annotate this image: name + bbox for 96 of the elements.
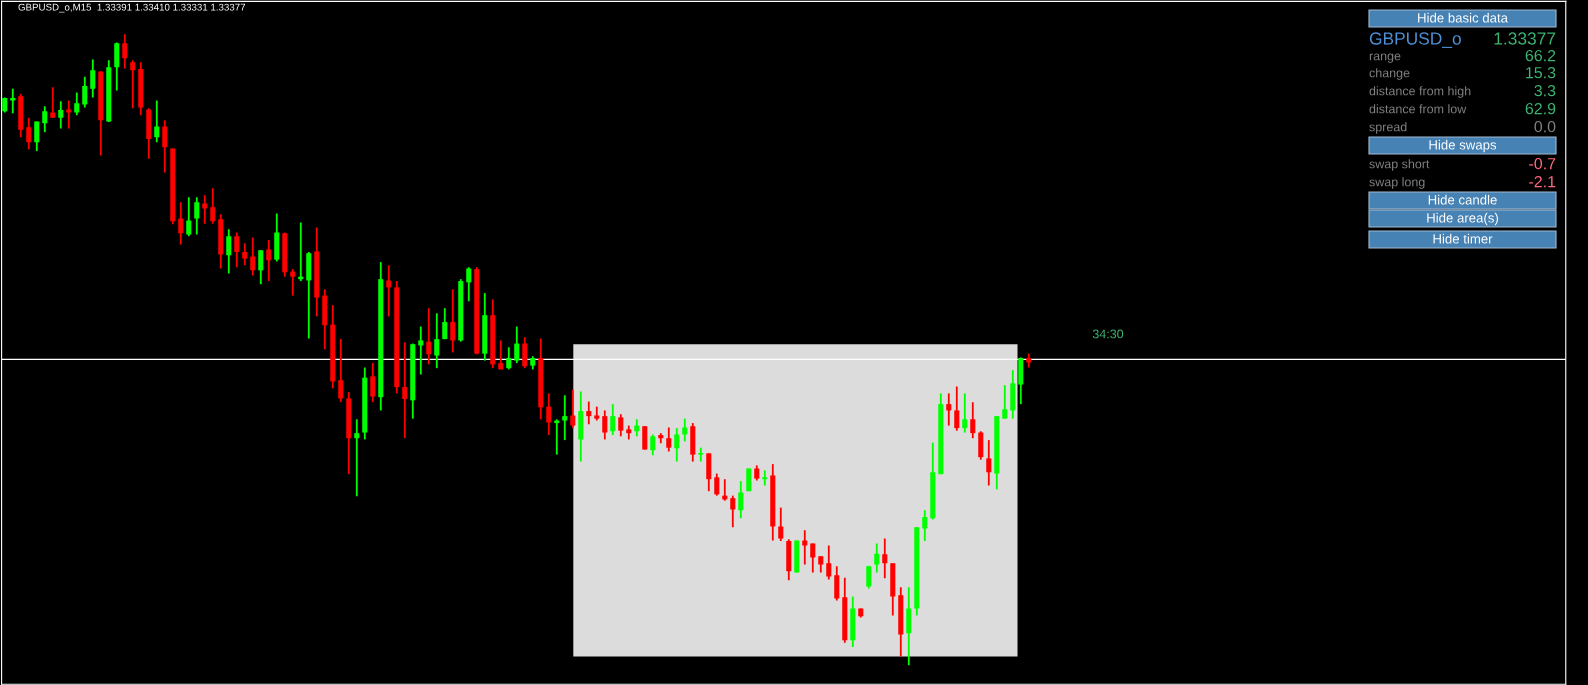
text: 15.3	[1526, 66, 1556, 79]
candlestick	[234, 231, 240, 269]
candlestick	[434, 312, 440, 370]
candlestick	[514, 325, 520, 365]
candlestick	[162, 119, 168, 174]
candlestick	[602, 409, 608, 441]
candlestick	[698, 446, 704, 463]
candlestick	[874, 542, 880, 574]
candlestick	[882, 537, 888, 580]
text: Hide swaps	[1429, 139, 1497, 153]
candlestick	[194, 196, 200, 236]
candlestick	[186, 196, 192, 238]
candlestick	[442, 307, 448, 341]
candlestick	[466, 266, 472, 303]
candlestick	[586, 400, 592, 426]
candlestick	[834, 565, 840, 602]
text: range	[1369, 53, 1401, 63]
text: distance from low	[1369, 104, 1467, 114]
text: swap short	[1369, 159, 1430, 171]
candlestick	[714, 472, 720, 497]
text: 62.9	[1525, 102, 1556, 115]
candlestick	[618, 413, 624, 438]
candlestick	[122, 33, 128, 70]
candlestick	[546, 392, 552, 436]
candlestick	[498, 339, 504, 371]
text: -2.1	[1529, 175, 1556, 188]
candlestick	[402, 341, 408, 440]
candlestick	[34, 120, 40, 153]
candlestick	[58, 100, 64, 130]
candlestick	[954, 385, 960, 432]
text: swap long	[1369, 177, 1425, 189]
text: 1.33377	[1494, 32, 1556, 45]
candlestick	[642, 425, 648, 451]
candlestick	[354, 418, 360, 498]
candlestick	[738, 480, 744, 520]
text: distance from high	[1369, 86, 1471, 98]
candlestick	[762, 469, 768, 487]
candlestick	[50, 86, 56, 119]
candlestick	[266, 239, 272, 282]
candlestick	[682, 417, 688, 443]
candlestick	[338, 338, 344, 404]
chart-title: GBPUSD_o,M15 1.33391 1.33410 1.33331 1.33377	[18, 3, 246, 13]
text: change	[1369, 68, 1410, 80]
candlestick	[82, 75, 88, 109]
text: -0.7	[1529, 157, 1556, 170]
candlestick	[114, 41, 120, 92]
candlestick	[370, 362, 376, 404]
candlestick	[290, 268, 296, 297]
candlestick	[42, 105, 48, 134]
candlestick	[946, 392, 952, 427]
candlestick	[506, 346, 512, 371]
candlestick	[130, 59, 136, 110]
candlestick	[778, 506, 784, 542]
candlestick	[202, 194, 208, 225]
candlestick	[962, 392, 968, 434]
text: Hide timer	[1433, 233, 1493, 244]
text: spread	[1369, 122, 1407, 134]
candlestick	[154, 99, 160, 144]
candlestick	[986, 439, 992, 487]
text: Hide candle	[1428, 194, 1497, 205]
candlestick	[178, 201, 184, 246]
candlestick	[26, 116, 32, 151]
candlestick	[450, 288, 456, 354]
candlestick	[674, 427, 680, 463]
candlestick	[810, 542, 816, 574]
text: GBPUSD_o	[1369, 32, 1461, 48]
candlestick	[970, 401, 976, 440]
candlestick	[250, 236, 256, 277]
candlestick	[90, 58, 96, 99]
candlestick	[522, 336, 528, 370]
text: 0.0	[1534, 120, 1556, 133]
text: Hide area(s)	[1427, 212, 1498, 226]
candlestick	[426, 307, 432, 366]
candlestick	[10, 87, 16, 115]
candlestick	[258, 249, 264, 286]
candlestick	[730, 494, 736, 529]
candlestick	[610, 403, 616, 436]
candlestick	[74, 91, 80, 117]
candlestick	[802, 529, 808, 566]
candlestick	[570, 388, 576, 430]
candlestick	[826, 544, 832, 581]
candlestick	[650, 433, 656, 457]
candlestick	[226, 228, 232, 275]
candlestick	[666, 426, 672, 453]
candlestick	[1002, 384, 1008, 420]
candlestick	[922, 509, 928, 542]
candlestick	[386, 264, 392, 318]
candlestick	[66, 99, 72, 130]
text: 66.2	[1525, 49, 1556, 62]
text: Hide basic data	[1418, 12, 1508, 23]
text: 3.3	[1534, 84, 1556, 97]
candlestick	[210, 187, 216, 225]
text: 34:30	[1092, 329, 1124, 339]
candlestick	[562, 394, 568, 442]
candlestick	[242, 242, 248, 267]
candlestick	[418, 325, 424, 376]
